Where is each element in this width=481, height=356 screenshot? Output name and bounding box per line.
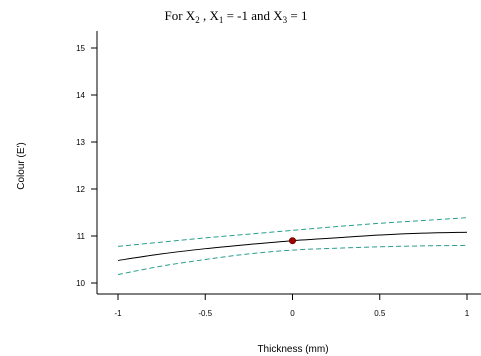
y-tick-label: 10 (76, 279, 85, 288)
y-tick-label: 13 (76, 138, 85, 147)
x-tick-label: -1 (114, 309, 122, 318)
y-tick-label: 15 (76, 44, 85, 53)
y-tick-label: 11 (77, 232, 86, 241)
title-sub-1: 2 (195, 15, 200, 25)
x-ticks: -1 -0.5 0 0.5 1 (114, 294, 470, 318)
x-tick-label: -0.5 (198, 309, 212, 318)
y-ticks: 10 11 12 13 14 15 (76, 44, 97, 288)
x-tick-label: 0 (290, 309, 295, 318)
series-line-lower-confidence (117, 244, 468, 276)
title-sub-3: 3 (283, 15, 288, 25)
y-tick-label: 14 (76, 91, 85, 100)
x-axis-label: Thickness (mm) (257, 344, 328, 355)
y-tick-label: 12 (76, 185, 85, 194)
series-line-upper-confidence (117, 217, 468, 247)
x-tick-label: 1 (465, 309, 470, 318)
y-axis-label: Colour (E') (16, 142, 27, 189)
title-sub-2: 1 (219, 15, 224, 25)
title-mid-1: , X (200, 8, 220, 23)
marker-layer (288, 237, 296, 245)
title-suffix: = 1 (287, 8, 307, 23)
design-point-marker (288, 237, 296, 245)
title-prefix: For X (164, 8, 195, 23)
title-mid-2: = -1 and X (223, 8, 283, 23)
x-tick-label: 0.5 (374, 309, 386, 318)
series-layer (117, 217, 468, 276)
chart-title: For X2 , X1 = -1 and X3 = 1 (164, 8, 307, 25)
